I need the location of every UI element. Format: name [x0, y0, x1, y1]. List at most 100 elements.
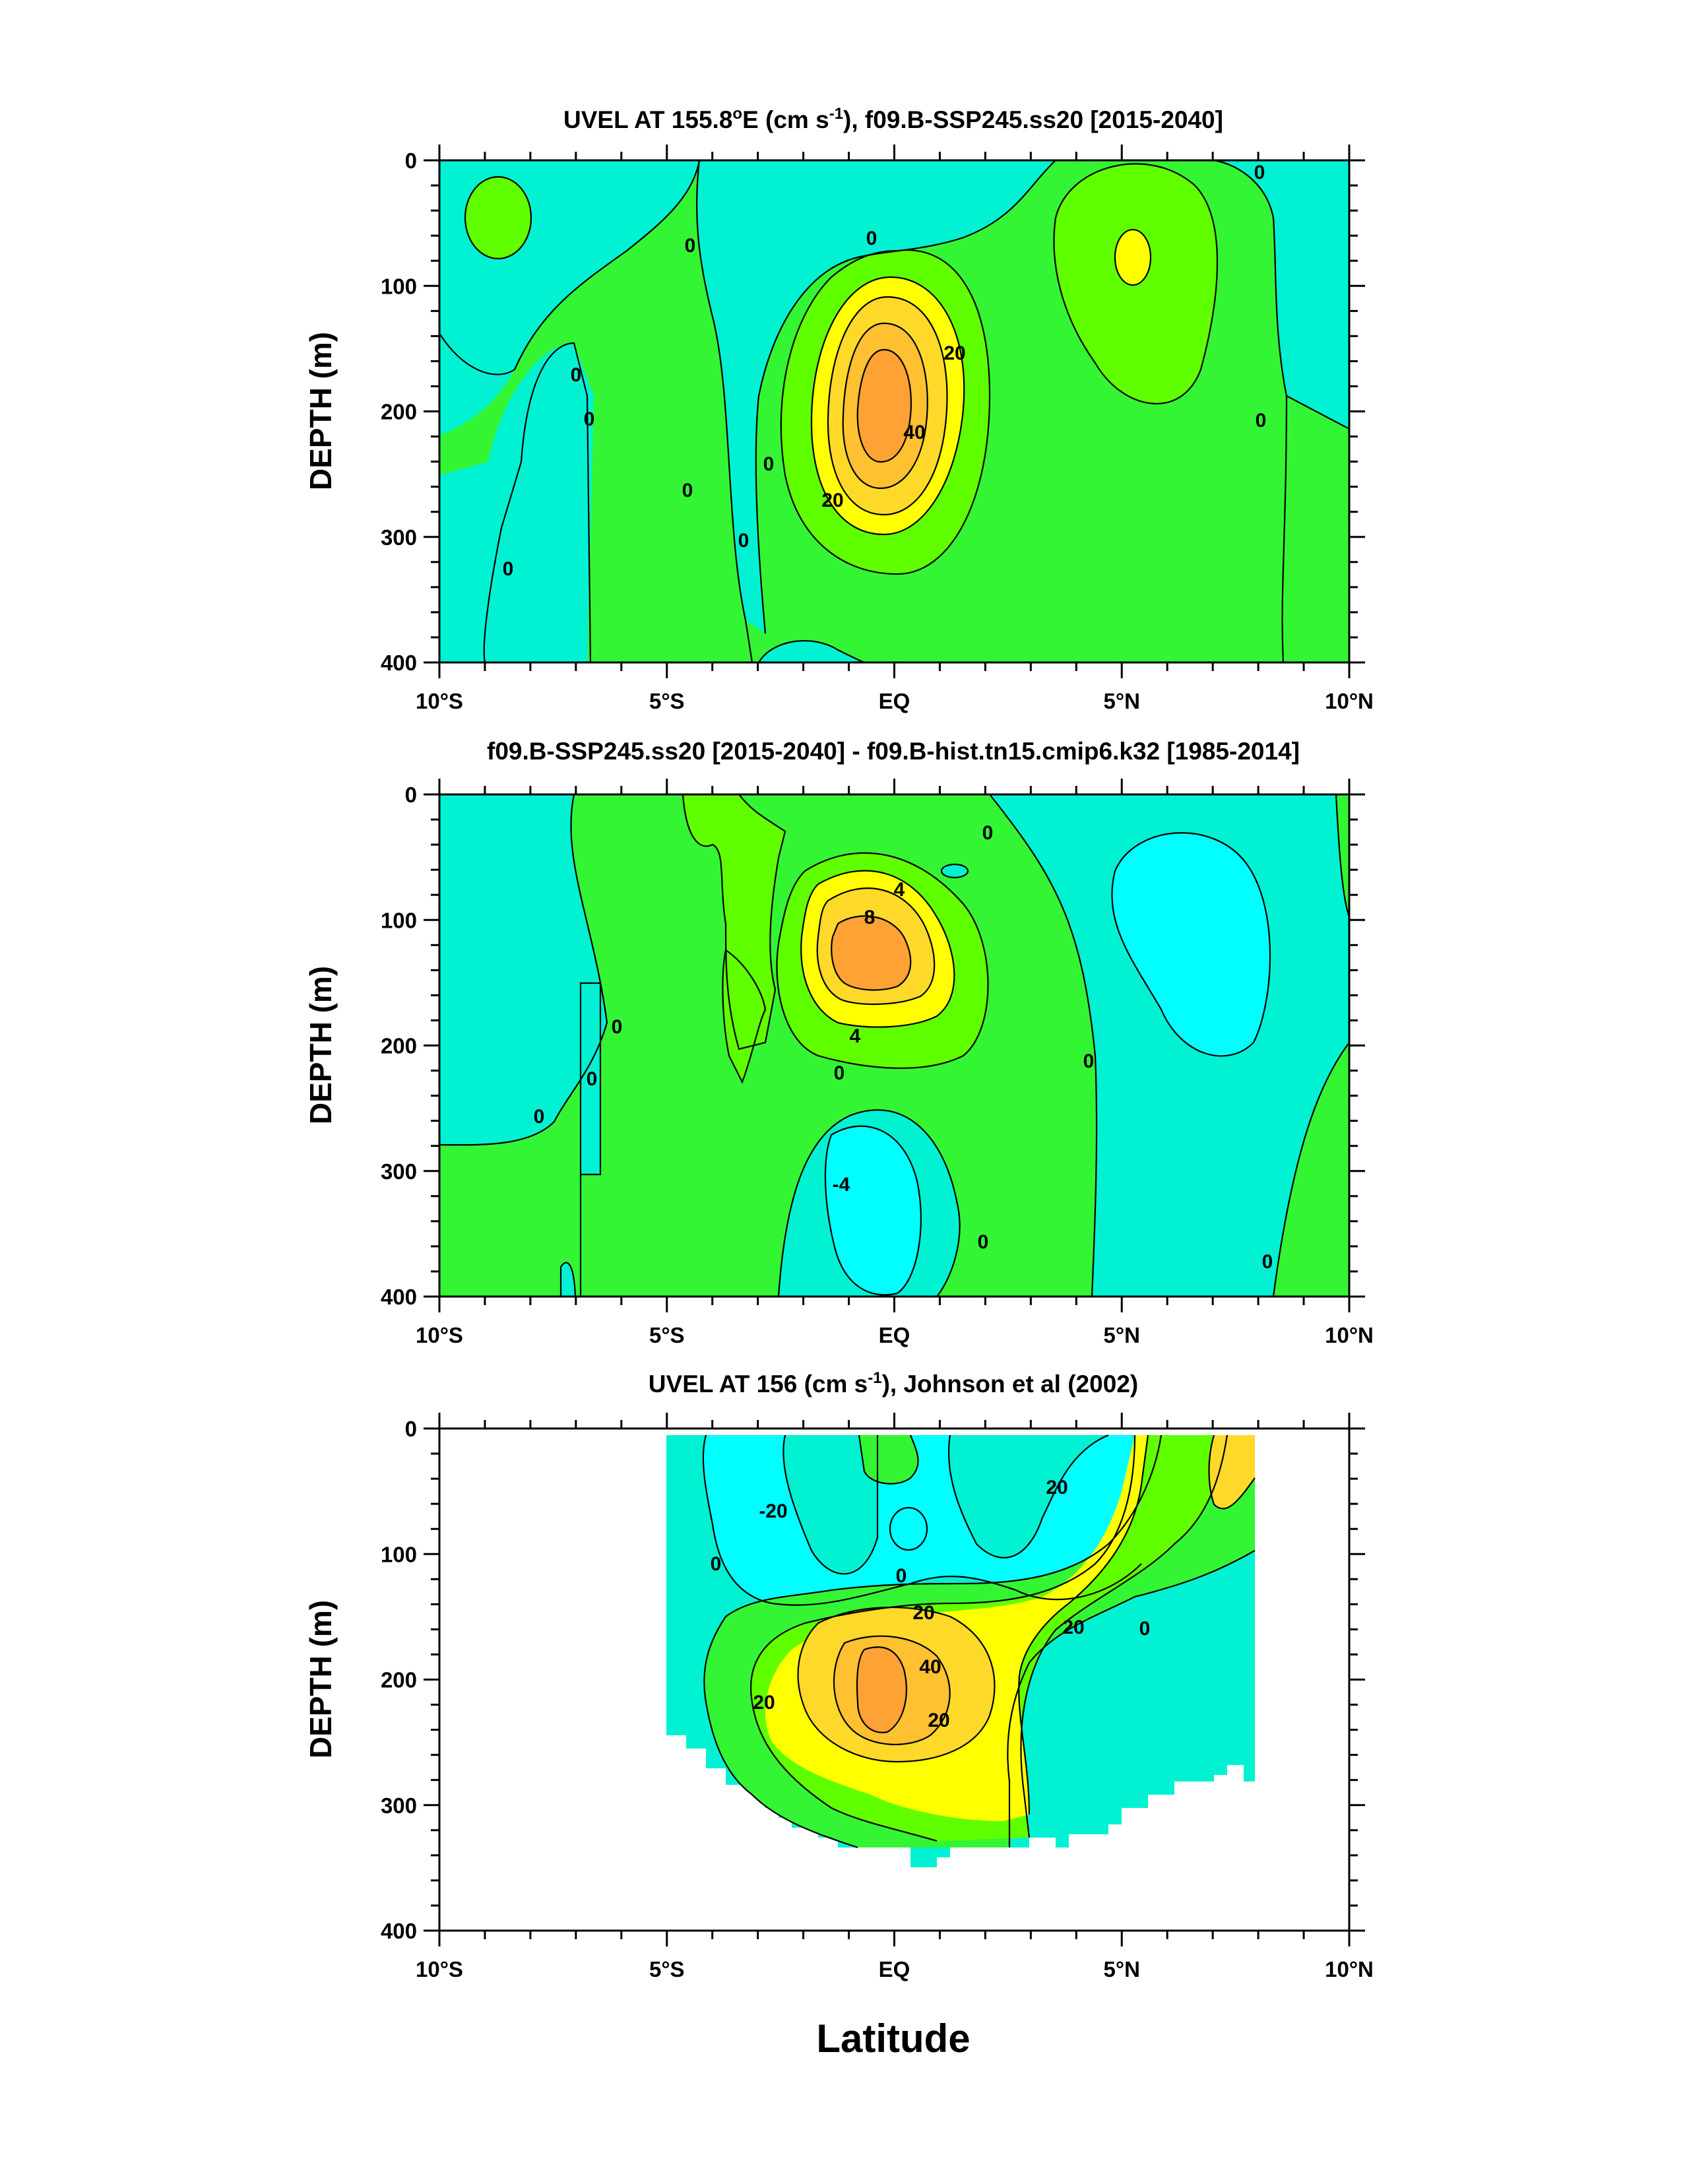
y-tick-label: 0: [405, 783, 417, 807]
contour-label: 0: [711, 1553, 722, 1575]
area-min-ne: [1112, 833, 1270, 1056]
contour-label: 0: [682, 480, 693, 501]
panel-2-contour-lines: [439, 794, 1349, 1297]
panel-3-ylabel: DEPTH (m): [303, 1600, 338, 1758]
y-tick-label: 100: [381, 1542, 417, 1566]
contour-label: 0: [1139, 1618, 1151, 1640]
contour-label: 0: [866, 228, 877, 249]
y-tick-label: 400: [381, 651, 417, 675]
y-tick-label: 200: [381, 1034, 417, 1058]
contour-label: 0: [587, 1068, 598, 1090]
area-min-s: [825, 1126, 921, 1295]
y-tick-label: 100: [381, 274, 417, 298]
contour-label: 0: [571, 364, 582, 386]
contour-label: 0: [738, 530, 749, 552]
contour-label: 4: [850, 1025, 861, 1047]
x-tick-label: 10°S: [416, 1323, 463, 1347]
contour-label: 0: [685, 235, 696, 257]
area-pos-n: [683, 794, 785, 1049]
panel-3-title: UVEL AT 156 (cm s-1), Johnson et al (200…: [649, 1369, 1138, 1397]
contour-label: 0: [763, 453, 775, 475]
x-tick-label: 10°N: [1325, 1957, 1374, 1981]
y-tick-label: 400: [381, 1285, 417, 1309]
x-tick-label: 5°S: [649, 1323, 685, 1347]
area-max-ne-core: [1115, 230, 1151, 285]
contour-label: 20: [821, 490, 843, 511]
y-tick-label: 200: [381, 400, 417, 424]
area-neg-w-strip: [581, 983, 600, 1174]
contour-label: 0: [503, 558, 514, 580]
area-euc-40: [857, 350, 911, 462]
contour-label: 0: [982, 822, 994, 844]
area-pos-40: [857, 1647, 907, 1733]
y-tick-label: 100: [381, 908, 417, 932]
panel-2-ylabel: DEPTH (m): [303, 966, 338, 1124]
contour-label: -4: [833, 1174, 850, 1196]
panel-3-contour-lines: [702, 1434, 1256, 1849]
contour-label: 20: [753, 1692, 775, 1714]
area-pos-8: [831, 916, 911, 990]
panel-3-contour-labels: -20 0 0 0 20 20 20 40 20 20: [711, 1477, 1151, 1731]
x-tick-label: EQ: [879, 689, 910, 713]
x-tick-label: 10°N: [1325, 1323, 1374, 1347]
contour-label: 0: [1262, 1251, 1273, 1273]
y-tick-label: 0: [405, 1417, 417, 1441]
panel-1-title: UVEL AT 155.8oE (cm s-1), f09.B-SSP245.s…: [563, 105, 1223, 133]
y-tick-label: 400: [381, 1919, 417, 1943]
contour-label: 4: [894, 879, 905, 901]
contour-label: -20: [759, 1500, 787, 1522]
contour-label: 0: [534, 1106, 545, 1128]
contour-label: 20: [943, 342, 965, 364]
panel-2-title: f09.B-SSP245.ss20 [2015-2040] - f09.B-hi…: [487, 738, 1300, 765]
x-tick-label: 5°S: [649, 1957, 685, 1981]
panel-3: UVEL AT 156 (cm s-1), Johnson et al (200…: [303, 1369, 1374, 2061]
contour-label: 20: [912, 1602, 934, 1624]
x-axis-label: Latitude: [816, 2016, 970, 2061]
x-tick-label: 5°S: [649, 689, 685, 713]
panel-1-contour-lines: [439, 160, 1349, 662]
area-pos-top: [859, 1435, 918, 1484]
contour-label: 0: [1256, 410, 1267, 432]
x-tick-label: 10°N: [1325, 689, 1374, 713]
area-neg-e: [1214, 160, 1349, 429]
contour-label: 20: [928, 1710, 949, 1731]
panel-1-contour-labels: 0 0 0 0 0 0 0 0 0 0 20 40 20: [503, 162, 1267, 580]
panel-1: UVEL AT 155.8oE (cm s-1), f09.B-SSP245.s…: [303, 105, 1374, 713]
area-neg-w: [439, 794, 607, 1145]
x-tick-label: 10°S: [416, 689, 463, 713]
contour-label: 20: [1046, 1477, 1068, 1498]
contour-label: 0: [978, 1231, 989, 1253]
y-tick-label: 300: [381, 1159, 417, 1184]
x-tick-label: 10°S: [416, 1957, 463, 1981]
x-tick-label: 5°N: [1104, 1957, 1140, 1981]
y-tick-label: 300: [381, 1793, 417, 1818]
area-neg-s: [759, 641, 864, 662]
panel-2-contour-labels: 0 0 0 0 0 0 0 4 8 4 -4 0: [534, 822, 1273, 1273]
x-tick-label: 5°N: [1104, 1323, 1140, 1347]
contour-label: 0: [1083, 1050, 1095, 1072]
y-tick-label: 200: [381, 1668, 417, 1692]
y-tick-label: 300: [381, 525, 417, 550]
panel-2-contour-fill: 0 0 0 0 0 0 0 4 8 4 -4 0: [439, 794, 1349, 1297]
x-tick-label: 5°N: [1104, 689, 1140, 713]
panel-3-contour-fill: -20 0 0 0 20 20 20 40 20 20: [439, 1429, 1349, 1931]
contour-label: 20: [1062, 1617, 1084, 1638]
area-max-sw: [465, 177, 531, 259]
y-tick-label: 0: [405, 148, 417, 173]
contour-label: 0: [896, 1565, 907, 1587]
area-pos-edge: [1336, 794, 1349, 917]
panel-2: f09.B-SSP245.ss20 [2015-2040] - f09.B-hi…: [303, 738, 1374, 1347]
x-tick-label: EQ: [879, 1323, 910, 1347]
area-neg-n: [697, 160, 1056, 633]
contour-label: 40: [903, 422, 925, 443]
area-small-neg: [941, 864, 968, 878]
contour-label: 0: [584, 408, 595, 430]
area-neg-w: [439, 343, 594, 662]
contour-label: 0: [1254, 162, 1265, 183]
contour-label: 8: [864, 907, 876, 928]
contour-label: 0: [834, 1062, 845, 1084]
contour-label: 40: [919, 1656, 941, 1678]
